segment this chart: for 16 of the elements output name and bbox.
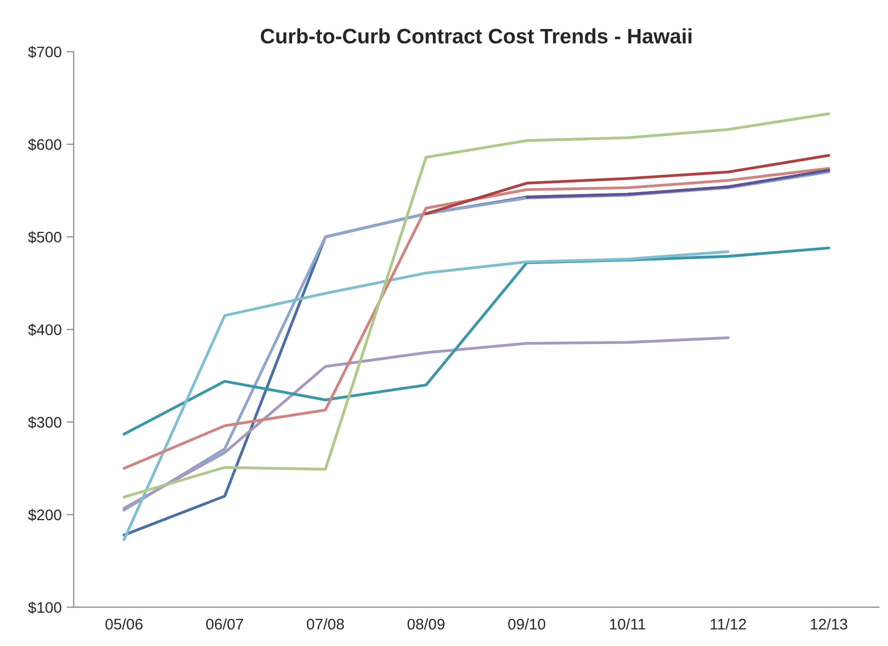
x-tick-label: 07/08: [306, 618, 344, 630]
x-tick-label: 11/12: [710, 618, 746, 630]
x-tick-label: 06/07: [206, 618, 244, 630]
y-tick-label: $200: [28, 508, 62, 522]
x-tick-label: 09/10: [508, 618, 546, 630]
chart-title: Curb-to-Curb Contract Cost Trends - Hawaii: [260, 28, 692, 44]
y-tick-label: $600: [28, 138, 62, 151]
x-tick-label: 12/13: [810, 618, 848, 630]
y-tick-label: $700: [28, 46, 62, 58]
y-tick-label: $300: [28, 416, 62, 429]
x-tick-label: 10/11: [610, 618, 646, 630]
x-tick-label: 08/09: [408, 618, 444, 630]
y-tick-label: $500: [28, 231, 62, 244]
y-tick-label: $400: [28, 324, 62, 336]
x-tick-label: 05/06: [106, 618, 142, 630]
y-tick-label: $100: [28, 601, 62, 614]
